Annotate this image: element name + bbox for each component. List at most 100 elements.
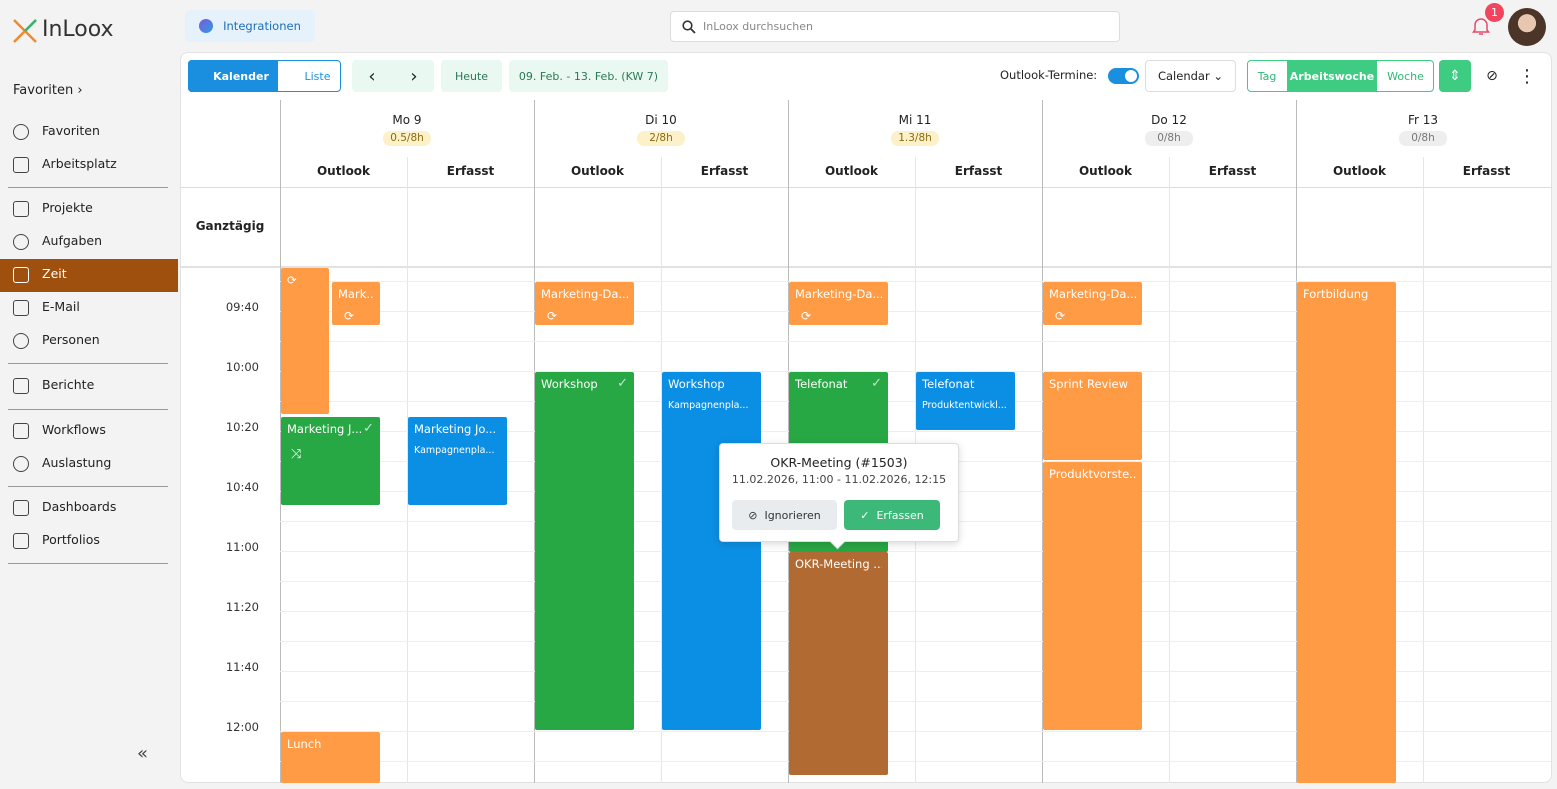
- grid-line: [280, 371, 1551, 372]
- search-icon: [682, 20, 696, 34]
- sidebar-item[interactable]: Projekte: [42, 200, 93, 215]
- next-button[interactable]: ›: [410, 65, 418, 87]
- day-name: Do 12: [1151, 113, 1187, 127]
- day-hours: 0.5/8h: [383, 131, 431, 146]
- capture-button[interactable]: ✓ Erfassen: [844, 500, 940, 530]
- check-icon: ✓: [363, 421, 374, 436]
- source-dropdown[interactable]: Calendar ⌄: [1145, 60, 1236, 92]
- day-hours: 0/8h: [1145, 131, 1193, 146]
- calendar-button[interactable]: Kalender: [188, 60, 278, 92]
- grid-line: [280, 341, 1551, 342]
- header-bottom: [180, 187, 1552, 188]
- sidebar-item[interactable]: Portfolios: [42, 532, 100, 547]
- sidebar-separator: [8, 486, 168, 487]
- event[interactable]: OKR-Meeting ...: [789, 552, 888, 775]
- date-range[interactable]: 09. Feb. - 13. Feb. (KW 7): [509, 60, 668, 92]
- today-button[interactable]: Heute: [441, 60, 502, 92]
- day-divider: [788, 100, 789, 783]
- sidebar-item[interactable]: Aufgaben: [42, 233, 103, 248]
- event[interactable]: Marketing J... ✓ ⤨: [281, 417, 380, 505]
- event[interactable]: Marketing-Da... ⟳: [789, 282, 888, 325]
- subcolumn-header: Erfasst: [446, 164, 495, 178]
- bell-icon[interactable]: [1471, 16, 1491, 36]
- ignore-label: Ignorieren: [764, 508, 821, 522]
- view-button[interactable]: Tag: [1257, 69, 1277, 83]
- time-label: 11:20: [225, 600, 259, 614]
- logo-icon: [13, 19, 37, 43]
- grid-line: [280, 551, 1551, 552]
- search-box[interactable]: InLoox durchsuchen: [670, 11, 1120, 42]
- event[interactable]: Fortbildung: [1297, 282, 1396, 783]
- event-title: Marketing-Da...: [541, 287, 628, 301]
- grid-line: [280, 311, 1551, 312]
- list-button[interactable]: Liste: [304, 69, 331, 83]
- sidebar-item[interactable]: Personen: [42, 332, 100, 347]
- grid-line: [280, 701, 1551, 702]
- filter-button[interactable]: ⊘: [1486, 68, 1498, 84]
- time-label: 10:00: [225, 360, 259, 374]
- sidebar-item[interactable]: E-Mail: [42, 299, 80, 314]
- day-hours: 1.3/8h: [891, 131, 939, 146]
- event[interactable]: Lunch: [281, 732, 380, 783]
- grid-line: [280, 611, 1551, 612]
- event[interactable]: Telefonat Produktentwickl...: [916, 372, 1015, 430]
- sidebar-icon: [13, 333, 29, 349]
- subcolumn-header: Erfasst: [1462, 164, 1511, 178]
- time-label: 11:40: [225, 660, 259, 674]
- sidebar-item[interactable]: Favoriten: [42, 123, 100, 138]
- view-button[interactable]: Arbeitswoche: [1287, 60, 1377, 92]
- compact-button[interactable]: ⇕: [1439, 60, 1471, 92]
- sidebar-item[interactable]: Dashboards: [42, 499, 117, 514]
- grid-line: [280, 671, 1551, 672]
- event-title: Workshop: [668, 377, 725, 391]
- more-button[interactable]: ⋮: [1518, 65, 1536, 87]
- collapse-sidebar[interactable]: «: [137, 743, 149, 764]
- all-day-label: Ganztägig: [195, 219, 265, 233]
- grid-line: [280, 281, 1551, 282]
- sidebar-item[interactable]: Auslastung: [42, 455, 112, 470]
- integrations-button[interactable]: Integrationen: [185, 10, 315, 42]
- sidebar-item[interactable]: Zeit: [42, 266, 67, 281]
- event[interactable]: Workshop Kampagnenpla...: [662, 372, 761, 730]
- sidebar-item[interactable]: Berichte: [42, 377, 95, 392]
- active-item-bg: [0, 259, 178, 292]
- event-title: Marketing J...: [287, 422, 363, 436]
- ignore-button[interactable]: ⊘ Ignorieren: [732, 500, 837, 530]
- sidebar-icon: [13, 124, 29, 140]
- sub-divider: [1169, 157, 1170, 783]
- sidebar-icon: [13, 267, 29, 283]
- day-name: Mi 11: [898, 113, 932, 127]
- event-title: Marketing Jo...: [414, 422, 497, 436]
- event[interactable]: Produktvorste...: [1043, 462, 1142, 730]
- notification-badge: 1: [1485, 3, 1504, 22]
- event-title: Fortbildung: [1303, 287, 1369, 301]
- event[interactable]: Mark... ⟳: [332, 282, 380, 325]
- event[interactable]: ⟳: [281, 268, 329, 414]
- sync-icon: ⟳: [344, 309, 355, 323]
- view-button[interactable]: Woche: [1387, 69, 1424, 83]
- event[interactable]: Marketing-Da... ⟳: [1043, 282, 1142, 325]
- search-placeholder: InLoox durchsuchen: [703, 20, 813, 33]
- popup: OKR-Meeting (#1503) 11.02.2026, 11:00 - 1…: [719, 443, 959, 542]
- time-label: 12:00: [225, 720, 259, 734]
- subcolumn-header: Erfasst: [700, 164, 749, 178]
- event[interactable]: Marketing-Da... ⟳: [535, 282, 634, 325]
- favorites-heading[interactable]: Favoriten ›: [13, 83, 83, 98]
- event[interactable]: Workshop ✓: [535, 372, 634, 730]
- avatar[interactable]: [1508, 8, 1546, 46]
- sidebar-icon: [13, 378, 29, 394]
- time-label: 11:00: [225, 540, 259, 554]
- event-title: Mark...: [338, 287, 374, 301]
- grid-line: [280, 581, 1551, 582]
- sidebar-item[interactable]: Workflows: [42, 422, 106, 437]
- event[interactable]: Marketing Jo... Kampagnenpla...: [408, 417, 507, 505]
- time-label: 09:40: [225, 300, 259, 314]
- grid-line: [280, 431, 1551, 432]
- nav-buttons: [352, 60, 434, 92]
- sidebar-icon: [13, 157, 29, 173]
- prev-button[interactable]: ‹: [368, 65, 376, 87]
- sidebar-item[interactable]: Arbeitsplatz: [42, 156, 117, 171]
- capture-label: Erfassen: [876, 508, 924, 522]
- event[interactable]: Sprint Review: [1043, 372, 1142, 460]
